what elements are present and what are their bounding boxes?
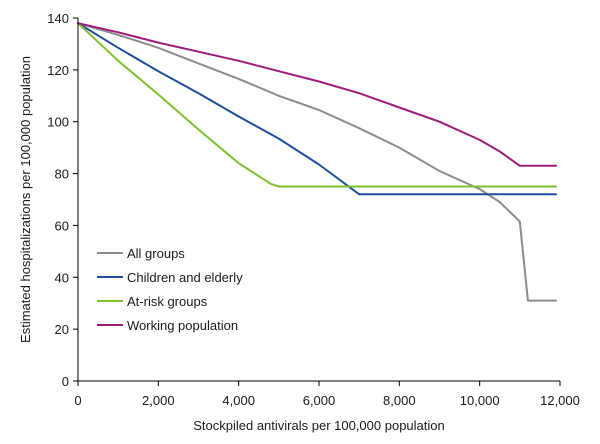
y-tick-label: 100	[47, 115, 69, 130]
y-tick-label: 80	[55, 167, 69, 182]
legend: All groups Children and elderly At-risk gr…	[97, 246, 243, 333]
series-line-children-and-elderly	[77, 22, 557, 196]
x-tick-label: 6,000	[303, 393, 336, 408]
legend-label-working-population: Working population	[127, 318, 238, 333]
y-axis-title: Estimated hospitalizations per 100,000 p…	[18, 56, 33, 343]
y-tick-label: 120	[47, 63, 69, 78]
legend-label-at-risk-groups: At-risk groups	[127, 294, 208, 309]
x-tick-label: 2,000	[142, 393, 175, 408]
x-tick-label: 8,000	[383, 393, 416, 408]
x-tick-label: 10,000	[460, 393, 500, 408]
legend-label-children-and-elderly: Children and elderly	[127, 270, 243, 285]
series-line-working-population	[77, 22, 557, 167]
series-line-at-risk-groups	[77, 22, 557, 188]
y-tick-label: 140	[47, 11, 69, 26]
x-tick-label: 0	[74, 393, 81, 408]
axis-ticks: 0 20 40 60 80 100 120 140 0 2,000 4,000 6,000 8,000 1…	[47, 11, 580, 408]
legend-label-all-groups: All groups	[127, 246, 185, 261]
y-tick-label: 20	[55, 322, 69, 337]
series-line-all-groups	[77, 22, 557, 302]
x-axis-title: Stockpiled antivirals per 100,000 popula…	[193, 418, 445, 433]
series-lines	[77, 22, 557, 302]
y-tick-label: 60	[55, 218, 69, 233]
x-tick-label: 12,000	[540, 393, 580, 408]
x-tick-label: 4,000	[222, 393, 255, 408]
y-tick-label: 0	[62, 374, 69, 389]
y-tick-label: 40	[55, 270, 69, 285]
